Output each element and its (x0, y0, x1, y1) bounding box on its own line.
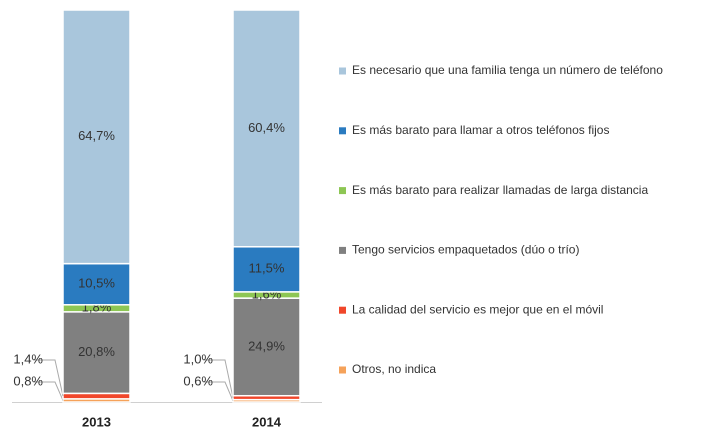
legend-marker (339, 366, 346, 374)
legend-marker (339, 246, 346, 254)
legend-label: Es más barato para realizar llamadas de … (352, 183, 648, 197)
bar-segment (62, 311, 131, 395)
legend-marker (339, 187, 346, 195)
legend-marker (339, 306, 346, 314)
data-label: 11,5% (249, 261, 285, 276)
legend-label: La calidad del servicio es mejor que en … (352, 302, 603, 316)
legend-label: Tengo servicios empaquetados (dúo o trío… (352, 243, 579, 257)
legend-marker (339, 127, 346, 135)
legend-label: Es más barato para llamar a otros teléfo… (352, 123, 609, 137)
bar-segment (62, 262, 131, 306)
data-label: 0,6% (183, 373, 213, 388)
leader-line (203, 381, 234, 402)
x-tick-label: 2013 (82, 414, 111, 429)
legend-marker (339, 67, 346, 75)
legend-label: Otros, no indica (352, 362, 436, 376)
data-label: 1,0% (183, 351, 213, 366)
data-label: 60,4% (248, 120, 285, 135)
leader-line (203, 359, 234, 398)
data-label: 0,8% (13, 373, 43, 388)
bar-segment (62, 392, 131, 400)
bar-segment (232, 9, 301, 248)
bar-segment (62, 9, 131, 265)
data-label: 20,8% (78, 344, 115, 359)
x-tick-label: 2014 (252, 414, 282, 429)
data-label: 24,9% (248, 338, 285, 353)
leader-line (33, 381, 64, 401)
data-label: 64,7% (78, 128, 115, 143)
data-label: 10,5% (78, 276, 115, 291)
data-label: 1,4% (13, 351, 43, 366)
legend-label: Es necesario que una familia tenga un nú… (352, 63, 663, 77)
leader-line (33, 359, 64, 397)
